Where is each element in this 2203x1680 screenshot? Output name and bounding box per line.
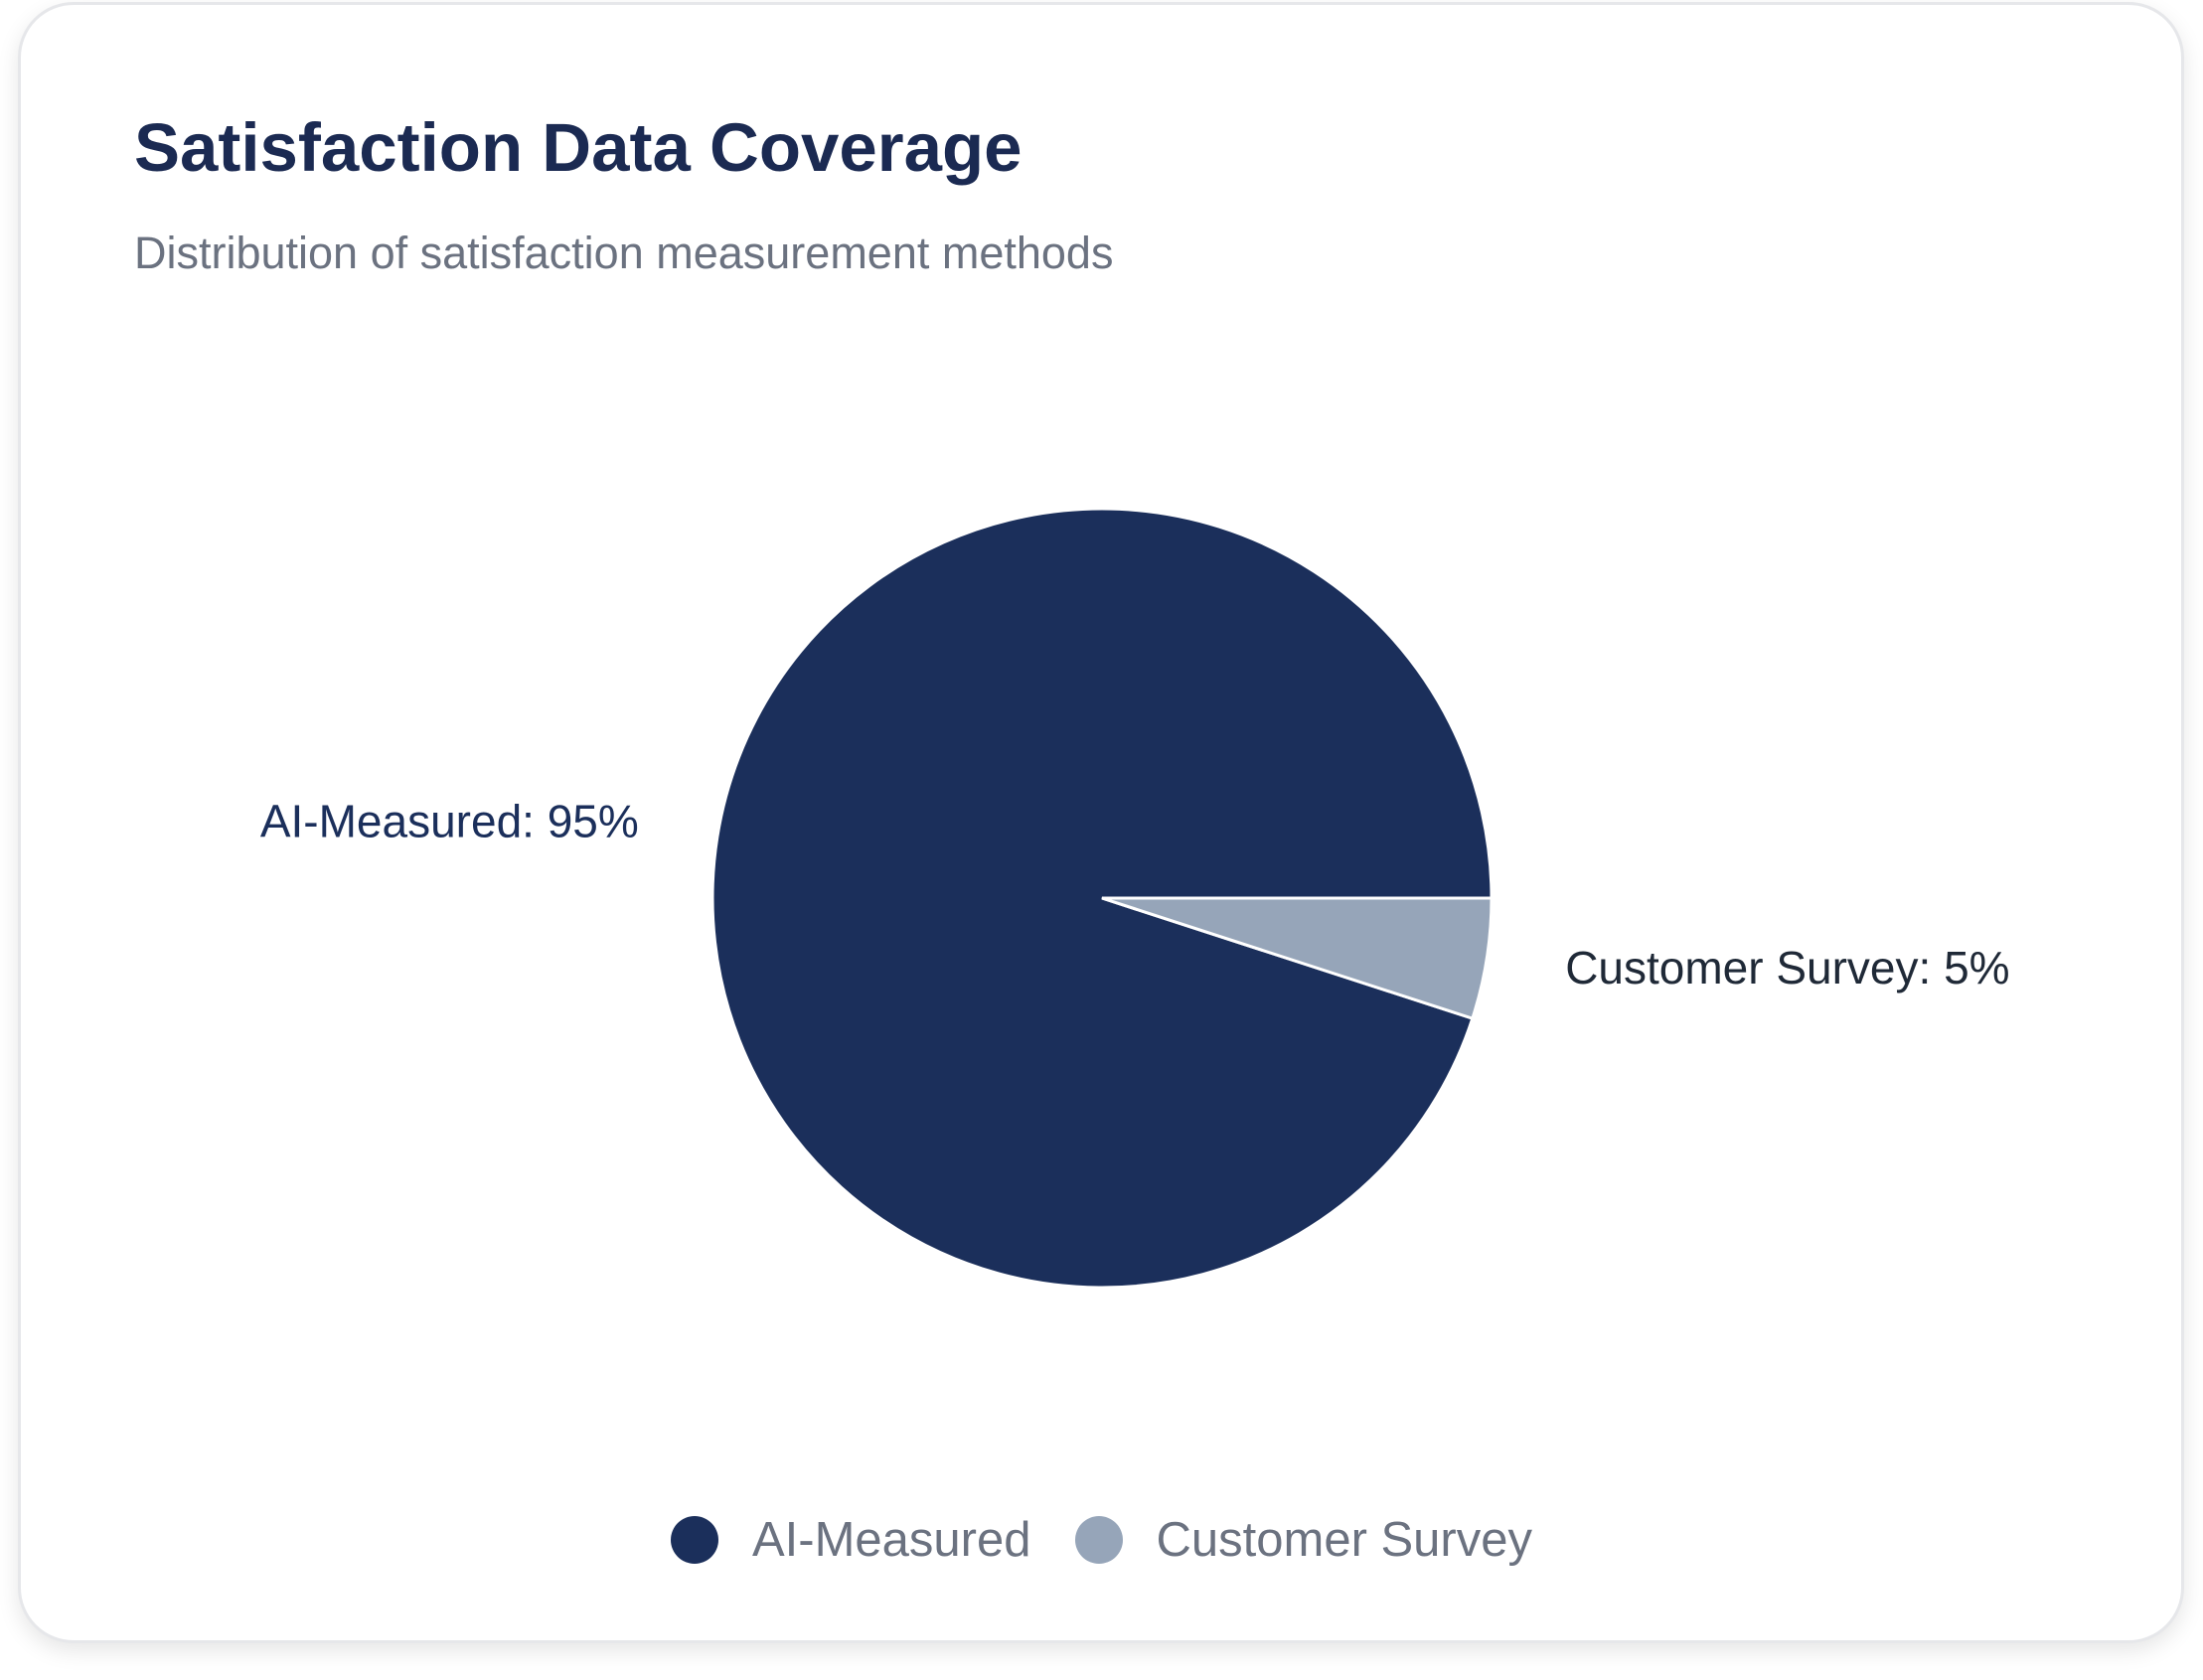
- chart-subtitle: Distribution of satisfaction measurement…: [134, 228, 1114, 278]
- legend-item-customer-survey[interactable]: Customer Survey: [1074, 1512, 1533, 1568]
- legend-label: AI-Measured: [751, 1513, 1031, 1567]
- chart-title: Satisfaction Data Coverage: [134, 109, 1023, 186]
- slice-label-ai-measured: AI-Measured: 95%: [260, 795, 639, 846]
- legend-swatch-icon: [1074, 1516, 1123, 1564]
- legend-label: Customer Survey: [1156, 1513, 1533, 1567]
- chart-legend: AI-Measured Customer Survey: [0, 1510, 2203, 1570]
- legend-item-ai-measured[interactable]: AI-Measured: [670, 1512, 1031, 1568]
- pie-slice-customer-survey[interactable]: [1101, 896, 1494, 1021]
- legend-swatch-icon: [670, 1516, 718, 1564]
- slice-label-customer-survey: Customer Survey: 5%: [1565, 942, 2009, 993]
